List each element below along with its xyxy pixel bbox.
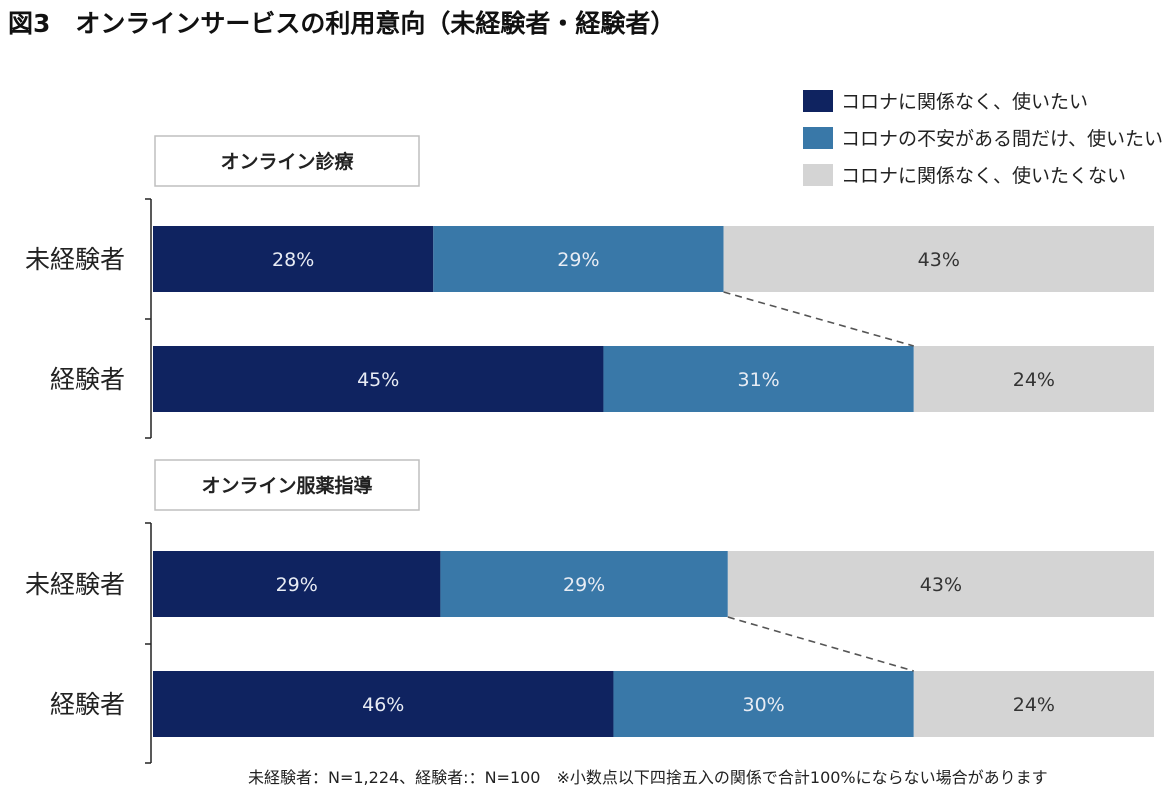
bar-segment-2-2-2 (613, 671, 914, 737)
page-title: 図3 オンラインサービスの利用意向（未経験者・経験者） (8, 9, 676, 38)
bar-segment-2-1-1 (153, 551, 441, 617)
data-label-2-2-2: 30% (742, 694, 784, 716)
legend-swatch-3 (803, 164, 833, 186)
category-label-2-1: 未経験者 (25, 570, 125, 599)
category-label-2-2: 経験者 (50, 690, 125, 719)
legend-label-2: コロナの不安がある間だけ、使いたい (841, 128, 1163, 150)
bar-segment-1-1-3 (723, 226, 1154, 292)
data-label-1-1-1: 28% (272, 249, 314, 271)
data-label-2-1-3: 43% (920, 574, 962, 596)
bar-segment-2-1-3 (727, 551, 1154, 617)
legend-label-3: コロナに関係なく、使いたくない (841, 165, 1126, 187)
data-label-2-2-1: 46% (362, 694, 404, 716)
data-label-2-1-2: 29% (563, 574, 605, 596)
legend-swatch-2 (803, 127, 833, 149)
bar-segment-2-2-3 (913, 671, 1154, 737)
data-label-1-1-3: 43% (918, 249, 960, 271)
group-title-box-2 (154, 459, 420, 511)
data-label-2-1-1: 29% (276, 574, 318, 596)
bar-segment-2-1-2 (440, 551, 728, 617)
bar-segment-2-2-1 (153, 671, 614, 737)
legend-label-1: コロナに関係なく、使いたい (841, 91, 1088, 113)
legend-swatch-1 (803, 90, 833, 112)
category-label-1-2: 経験者 (50, 365, 125, 394)
bar-segment-1-2-2 (603, 346, 914, 412)
connector-line-2 (727, 616, 914, 672)
group-title-box-1 (154, 135, 420, 187)
group-title-1: オンライン診療 (220, 150, 354, 173)
bar-segment-1-1-1 (153, 226, 434, 292)
group-title-2: オンライン服薬指導 (201, 474, 372, 497)
connector-line-1 (723, 291, 914, 347)
data-label-2-2-3: 24% (1013, 694, 1055, 716)
category-label-1-1: 未経験者 (25, 245, 125, 274)
bar-segment-1-2-1 (153, 346, 604, 412)
bar-segment-1-2-3 (913, 346, 1154, 412)
data-label-1-2-3: 24% (1013, 369, 1055, 391)
data-label-1-1-2: 29% (557, 249, 599, 271)
footnote: 未経験者：N=1,224、経験者:：N=100 ※小数点以下四捨五入の関係で合計… (248, 768, 1048, 787)
data-label-1-2-1: 45% (357, 369, 399, 391)
data-label-1-2-2: 31% (737, 369, 779, 391)
bar-segment-1-1-2 (433, 226, 724, 292)
